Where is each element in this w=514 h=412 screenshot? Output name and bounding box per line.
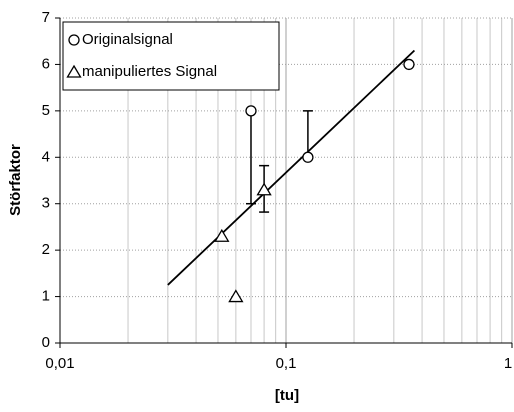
- y-axis-label: Störfaktor: [7, 144, 24, 216]
- y-tick-label: 6: [42, 55, 50, 72]
- y-tick-label: 1: [42, 288, 50, 305]
- y-tick-label: 0: [42, 334, 50, 351]
- y-tick-label: 4: [42, 148, 50, 165]
- y-tick-label: 3: [42, 195, 50, 212]
- marker: [66, 64, 82, 78]
- y-tick-label: 5: [42, 102, 50, 119]
- legend-box: [62, 21, 280, 91]
- legend-label: manipuliertes Signal: [82, 63, 217, 80]
- marker: [68, 34, 80, 46]
- marker: [302, 151, 314, 163]
- marker: [228, 289, 244, 303]
- x-tick-label: 1: [504, 355, 512, 372]
- marker: [214, 228, 230, 242]
- x-tick-label: 0,01: [45, 355, 74, 372]
- x-tick-label: 0,1: [276, 355, 297, 372]
- marker: [403, 58, 415, 71]
- marker: [245, 105, 257, 117]
- y-tick-label: 7: [42, 9, 50, 26]
- legend: Originalsignal manipuliertes Signal: [62, 21, 280, 91]
- marker: [256, 182, 272, 196]
- x-axis-label: [tu]: [275, 387, 299, 404]
- y-tick-label: 2: [42, 241, 50, 258]
- trendline: [167, 49, 416, 286]
- legend-label: Originalsignal: [82, 31, 173, 48]
